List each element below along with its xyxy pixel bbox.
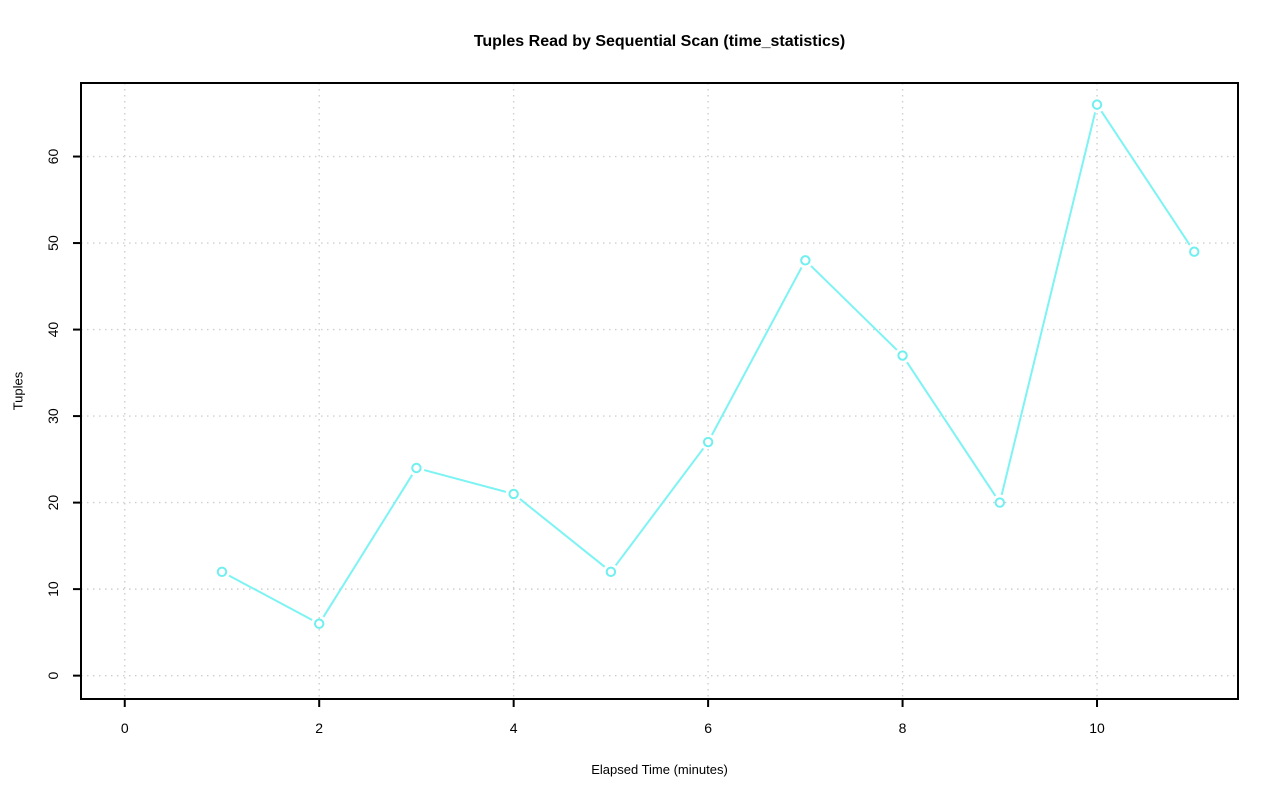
data-point-marker — [605, 566, 617, 578]
x-tick-labels: 0 2 4 6 8 10 — [121, 720, 1105, 736]
x-axis-title: Elapsed Time (minutes) — [591, 762, 728, 777]
y-tick-label: 40 — [45, 322, 61, 338]
plot-box — [80, 82, 1239, 700]
x-tick-label: 10 — [1089, 720, 1105, 736]
axis-ticks — [73, 155, 1099, 707]
x-tick-label: 8 — [899, 720, 907, 736]
x-tick-label: 6 — [704, 720, 712, 736]
line-segment — [1100, 110, 1191, 246]
data-line — [228, 110, 1191, 621]
line-segment — [519, 498, 606, 568]
line-segment — [1000, 112, 1097, 496]
line-segment — [711, 266, 803, 436]
y-tick-label: 20 — [45, 495, 61, 511]
x-tick-label: 0 — [121, 720, 129, 736]
x-tick-label: 4 — [510, 720, 518, 736]
chart-title: Tuples Read by Sequential Scan (time_sta… — [473, 33, 846, 50]
data-point-marker — [702, 436, 714, 448]
x-tick-label: 2 — [315, 720, 323, 736]
line-segment — [322, 474, 414, 618]
data-point-marker — [216, 566, 228, 578]
y-tick-label: 50 — [45, 235, 61, 251]
data-point-marker — [1189, 246, 1200, 257]
y-tick-labels: 0 10 20 30 40 50 60 — [45, 149, 61, 680]
data-point-marker — [994, 497, 1005, 508]
line-segment — [614, 447, 705, 567]
line-segment — [906, 361, 997, 497]
data-point-marker — [508, 488, 519, 500]
y-tick-label: 60 — [45, 149, 61, 165]
data-point-marker — [314, 618, 325, 629]
y-tick-label: 30 — [45, 408, 61, 424]
data-points — [216, 99, 1200, 629]
data-point-marker — [800, 255, 811, 266]
data-point-marker — [1091, 99, 1103, 110]
grid-lines — [81, 83, 1238, 699]
y-tick-label: 10 — [45, 581, 61, 597]
y-tick-label: 0 — [45, 672, 61, 680]
line-segment — [423, 469, 507, 493]
data-point-marker — [411, 462, 422, 474]
line-segment — [228, 574, 313, 621]
line-segment — [810, 265, 898, 351]
y-axis-title: Tuples — [10, 371, 26, 411]
data-point-marker — [897, 350, 908, 361]
